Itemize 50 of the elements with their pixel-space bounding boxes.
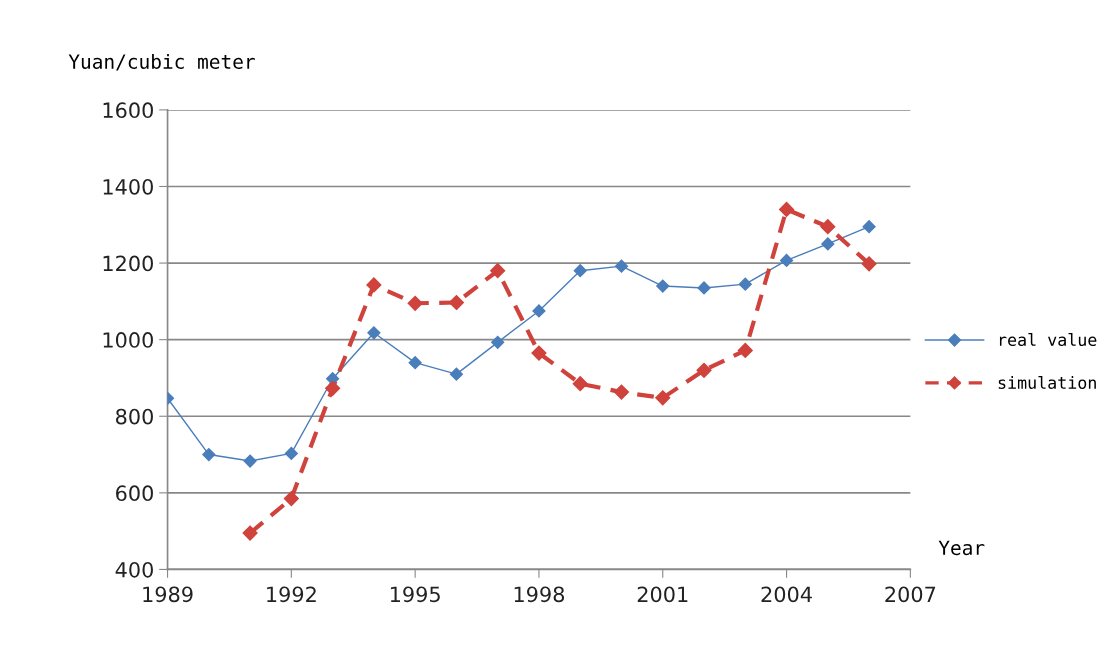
point [862, 220, 876, 234]
x-tick-label: 2001 [637, 586, 688, 603]
point [449, 367, 464, 381]
point [532, 304, 546, 318]
point [325, 380, 341, 396]
point [284, 446, 298, 460]
point [407, 295, 423, 311]
y-tick-label: 1000 [103, 332, 153, 348]
point [696, 362, 712, 378]
point [572, 376, 588, 392]
x-tick-label: 1998 [514, 586, 565, 603]
y-tick-label: 800 [116, 408, 153, 425]
point [613, 384, 630, 400]
point [614, 259, 629, 273]
point [367, 326, 381, 340]
point [779, 253, 794, 267]
point [531, 345, 547, 361]
legend-label: real value [999, 333, 1097, 347]
point [448, 294, 464, 311]
point [820, 219, 836, 235]
x-tick-label: 1989 [143, 586, 193, 603]
point [243, 454, 257, 468]
point [737, 342, 753, 358]
y-axis-title: Yuan/cubic meter [68, 53, 255, 71]
point [202, 447, 216, 462]
point [490, 263, 506, 279]
point [408, 356, 422, 370]
x-axis-title: Year [938, 540, 985, 556]
x-tick-label: 1992 [267, 586, 316, 603]
x-tick-label: 1995 [390, 586, 440, 603]
point [697, 281, 711, 295]
y-tick-label: 1200 [103, 255, 153, 272]
point [778, 201, 795, 218]
point [655, 390, 671, 406]
point [491, 335, 505, 349]
point [573, 264, 587, 278]
x-tick-label: 2007 [885, 586, 936, 603]
point [366, 277, 382, 293]
y-tick-label: 400 [115, 561, 153, 578]
point [821, 237, 835, 251]
y-tick-label: 1600 [103, 102, 153, 119]
x-tick-label: 2004 [761, 586, 812, 603]
point [656, 279, 670, 293]
y-tick-label: 1400 [103, 178, 153, 195]
point [861, 256, 877, 272]
y-tick-label: 600 [116, 485, 153, 502]
legend-label: simulation [998, 375, 1096, 389]
point [738, 277, 752, 291]
point [283, 491, 299, 507]
point [242, 525, 258, 541]
